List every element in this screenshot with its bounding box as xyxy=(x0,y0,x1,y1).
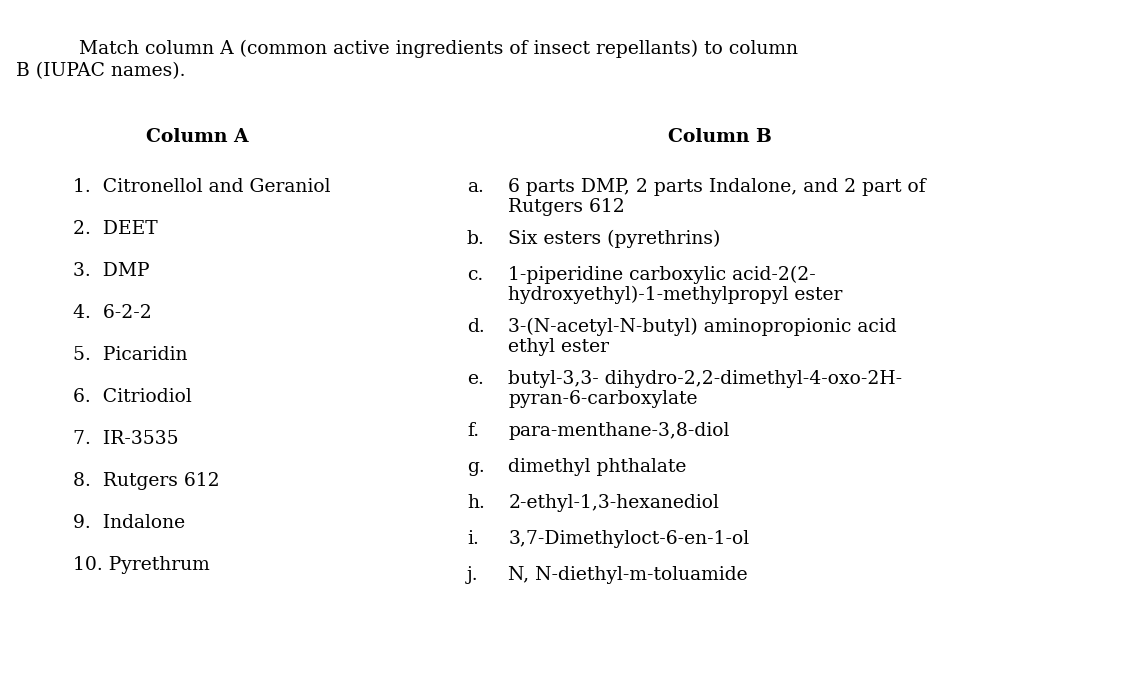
Text: b.: b. xyxy=(467,230,485,248)
Text: d.: d. xyxy=(467,318,485,336)
Text: g.: g. xyxy=(467,458,485,476)
Text: 8.  Rutgers 612: 8. Rutgers 612 xyxy=(73,472,219,490)
Text: B (IUPAC names).: B (IUPAC names). xyxy=(16,62,186,80)
Text: 2-ethyl-1,3-hexanediol: 2-ethyl-1,3-hexanediol xyxy=(508,494,719,512)
Text: butyl-3,3- dihydro-2,2-dimethyl-4-oxo-2H-: butyl-3,3- dihydro-2,2-dimethyl-4-oxo-2H… xyxy=(508,370,902,388)
Text: 1-piperidine carboxylic acid-2(2-: 1-piperidine carboxylic acid-2(2- xyxy=(508,266,817,284)
Text: pyran-6-carboxylate: pyran-6-carboxylate xyxy=(508,390,698,408)
Text: e.: e. xyxy=(467,370,484,388)
Text: Rutgers 612: Rutgers 612 xyxy=(508,198,626,216)
Text: 10. Pyrethrum: 10. Pyrethrum xyxy=(73,556,210,574)
Text: 4.  6-2-2: 4. 6-2-2 xyxy=(73,304,152,322)
Text: 3,7-Dimethyloct-6-en-1-ol: 3,7-Dimethyloct-6-en-1-ol xyxy=(508,530,749,548)
Text: Column A: Column A xyxy=(145,128,249,146)
Text: c.: c. xyxy=(467,266,483,284)
Text: f.: f. xyxy=(467,422,479,440)
Text: 5.  Picaridin: 5. Picaridin xyxy=(73,346,188,364)
Text: 6.  Citriodiol: 6. Citriodiol xyxy=(73,388,192,406)
Text: Match column A (common active ingredients of insect repellants) to column: Match column A (common active ingredient… xyxy=(55,40,798,58)
Text: para-menthane-3,8-diol: para-menthane-3,8-diol xyxy=(508,422,730,440)
Text: 9.  Indalone: 9. Indalone xyxy=(73,514,186,532)
Text: ethyl ester: ethyl ester xyxy=(508,338,610,356)
Text: 7.  IR-3535: 7. IR-3535 xyxy=(73,430,179,448)
Text: Column B: Column B xyxy=(668,128,772,146)
Text: a.: a. xyxy=(467,178,484,196)
Text: dimethyl phthalate: dimethyl phthalate xyxy=(508,458,687,476)
Text: 3-(N-acetyl-N-butyl) aminopropionic acid: 3-(N-acetyl-N-butyl) aminopropionic acid xyxy=(508,318,897,336)
Text: N, N-diethyl-m-toluamide: N, N-diethyl-m-toluamide xyxy=(508,566,748,584)
Text: 6 parts DMP, 2 parts Indalone, and 2 part of: 6 parts DMP, 2 parts Indalone, and 2 par… xyxy=(508,178,926,196)
Text: 1.  Citronellol and Geraniol: 1. Citronellol and Geraniol xyxy=(73,178,331,196)
Text: hydroxyethyl)-1-methylpropyl ester: hydroxyethyl)-1-methylpropyl ester xyxy=(508,286,843,304)
Text: Six esters (pyrethrins): Six esters (pyrethrins) xyxy=(508,230,721,248)
Text: 3.  DMP: 3. DMP xyxy=(73,262,150,280)
Text: h.: h. xyxy=(467,494,485,512)
Text: 2.  DEET: 2. DEET xyxy=(73,220,158,238)
Text: i.: i. xyxy=(467,530,479,548)
Text: j.: j. xyxy=(467,566,478,584)
